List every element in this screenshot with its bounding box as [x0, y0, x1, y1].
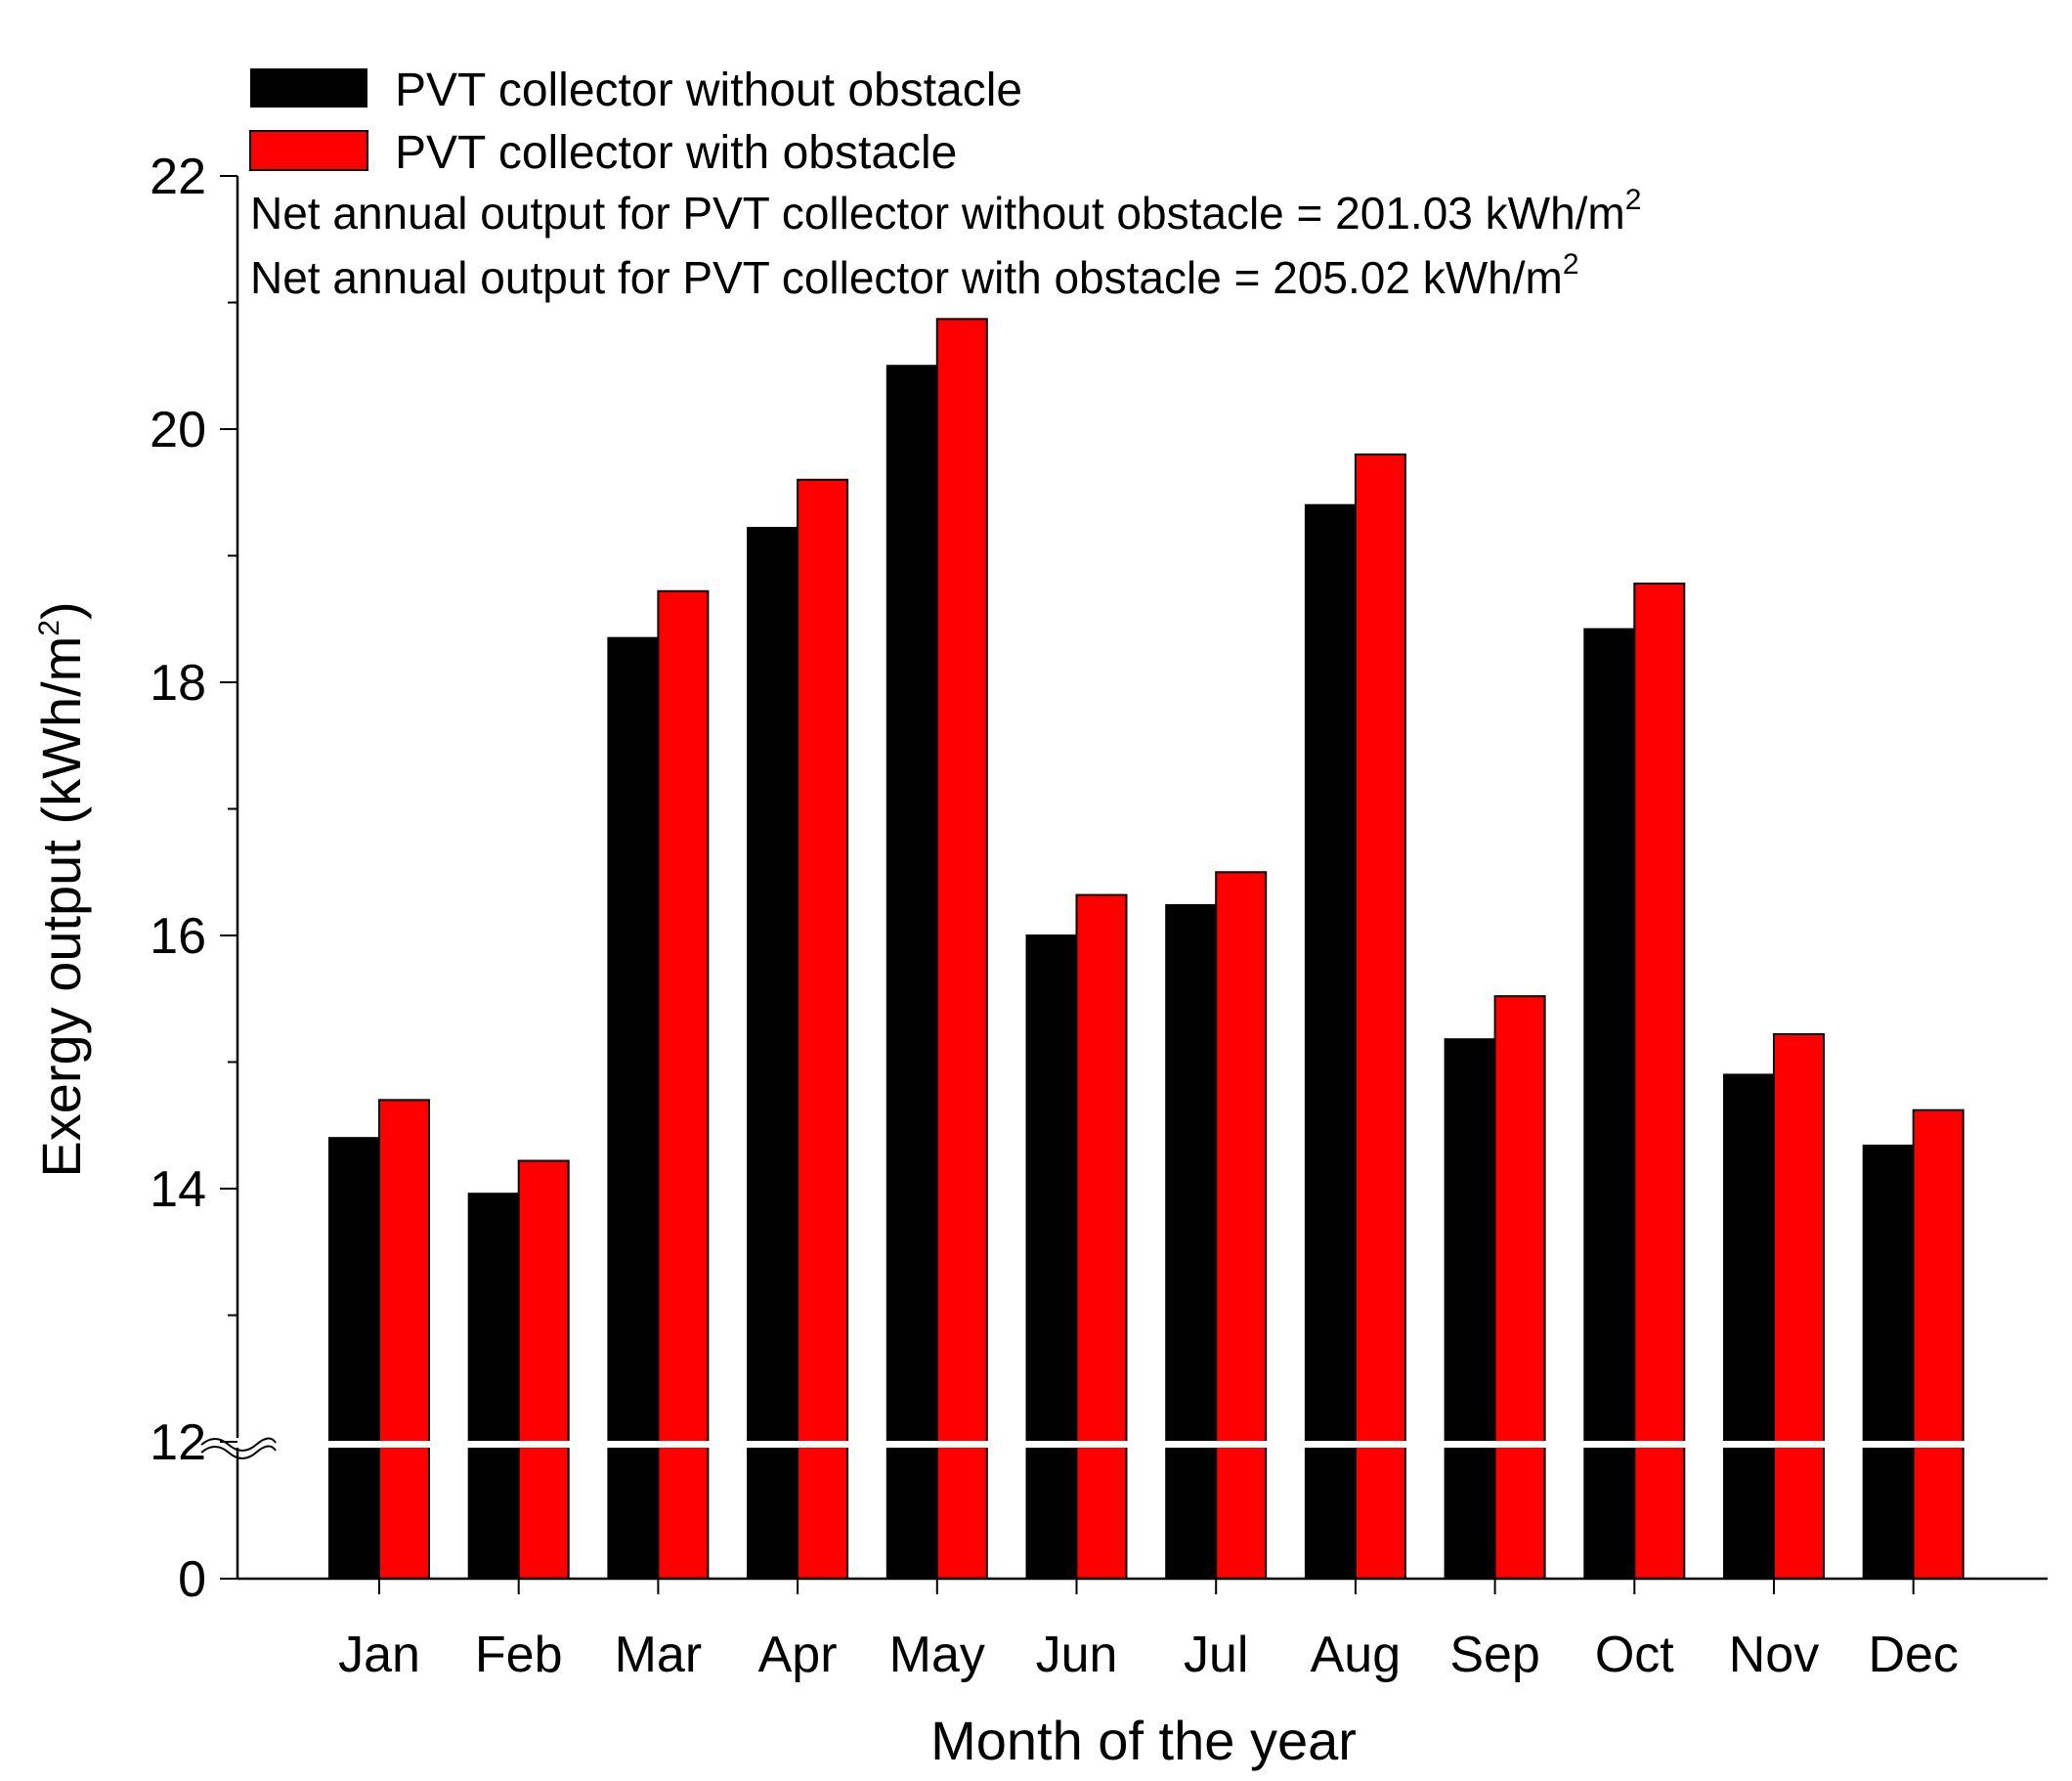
x-tick-label-sep: Sep: [1449, 1627, 1540, 1683]
x-tick-label-jul: Jul: [1184, 1627, 1248, 1683]
axis-break-icon: [200, 1437, 277, 1459]
axis-break-band-oct: [1581, 1441, 1688, 1448]
annotation-with-obstacle-sup: 2: [1563, 248, 1579, 281]
bar-without-obstacle-jul: [1165, 903, 1218, 1580]
bar-with-obstacle-jan: [378, 1099, 430, 1580]
y-tick-label-22: 22: [150, 149, 206, 205]
bar-without-obstacle-mar: [607, 636, 660, 1580]
y-tick-label-18: 18: [150, 655, 206, 712]
y-axis-title: Exergy output (kWh/m2): [30, 601, 92, 1177]
axis-break-band-jun: [1023, 1441, 1130, 1448]
y-tick-label-16: 16: [150, 908, 206, 965]
y-tick-label-12: 12: [150, 1414, 206, 1471]
x-tick-label-jan: Jan: [338, 1627, 420, 1683]
axis-break-band-aug: [1302, 1441, 1408, 1448]
x-tick-label-mar: Mar: [615, 1627, 703, 1683]
axis-break-band-mar: [605, 1441, 712, 1448]
y-axis-title-suffix: ): [30, 601, 92, 620]
bar-without-obstacle-apr: [747, 527, 799, 1580]
axis-break-band-sep: [1442, 1441, 1548, 1448]
x-tick-label-apr: Apr: [758, 1627, 838, 1683]
bar-with-obstacle-jun: [1075, 893, 1128, 1580]
bar-with-obstacle-nov: [1773, 1033, 1825, 1580]
axis-break-band-may: [884, 1441, 990, 1448]
x-axis-title: Month of the year: [930, 1710, 1357, 1771]
bar-with-obstacle-mar: [657, 589, 710, 1580]
annotation-without-obstacle-sup: 2: [1625, 184, 1642, 216]
x-tick-label-jun: Jun: [1036, 1627, 1118, 1683]
bar-without-obstacle-may: [885, 365, 938, 1580]
bar-without-obstacle-oct: [1583, 628, 1636, 1580]
bar-without-obstacle-jun: [1025, 934, 1078, 1580]
bar-with-obstacle-feb: [517, 1159, 570, 1580]
annotation-without-obstacle: Net annual output for PVT collector with…: [250, 184, 1641, 239]
y-axis-title-sup: 2: [33, 620, 65, 636]
bar-with-obstacle-jul: [1215, 871, 1268, 1580]
bar-without-obstacle-jan: [328, 1137, 380, 1580]
axis-break-band-jan: [326, 1441, 432, 1448]
labels-group: Jan Feb Mar Apr May Jun Jul Aug Sep Oct Nov Dec 0 12 1…: [150, 149, 1959, 1683]
bar-without-obstacle-sep: [1444, 1038, 1496, 1580]
y-tick-label-0: 0: [178, 1551, 206, 1608]
bar-without-obstacle-feb: [467, 1193, 520, 1581]
legend: PVT collector without obstacle PVT colle…: [249, 65, 1022, 179]
bar-without-obstacle-dec: [1862, 1144, 1915, 1580]
annotations: Net annual output for PVT collector with…: [250, 184, 1641, 303]
bar-with-obstacle-dec: [1912, 1108, 1964, 1580]
axes-group: [200, 175, 2048, 1594]
legend-label-with-obstacle: PVT collector with obstacle: [395, 127, 957, 179]
x-tick-label-aug: Aug: [1311, 1627, 1402, 1683]
legend-swatch-without-obstacle: [250, 68, 367, 108]
bar-without-obstacle-aug: [1304, 503, 1357, 1581]
bar-with-obstacle-oct: [1633, 582, 1686, 1580]
axis-break-band-nov: [1721, 1441, 1827, 1448]
x-tick-label-nov: Nov: [1729, 1627, 1819, 1683]
axis-break-band-dec: [1860, 1441, 1966, 1448]
axis-break-band-apr: [745, 1441, 851, 1448]
annotation-without-obstacle-text: Net annual output for PVT collector with…: [250, 188, 1625, 239]
x-tick-label-feb: Feb: [475, 1627, 563, 1683]
bars-group: [326, 318, 1966, 1581]
bar-with-obstacle-may: [935, 318, 988, 1581]
x-tick-label-oct: Oct: [1595, 1627, 1674, 1683]
y-tick-label-14: 14: [150, 1161, 206, 1218]
annotation-with-obstacle-text: Net annual output for PVT collector with…: [250, 252, 1563, 303]
bar-with-obstacle-sep: [1493, 995, 1546, 1580]
bar-without-obstacle-nov: [1723, 1073, 1775, 1580]
axis-break-band-feb: [465, 1441, 572, 1448]
bar-with-obstacle-apr: [797, 478, 849, 1580]
x-tick-label-dec: Dec: [1868, 1627, 1958, 1683]
axis-break-band-jul: [1163, 1441, 1270, 1448]
bar-with-obstacle-aug: [1354, 453, 1406, 1580]
y-tick-label-20: 20: [150, 402, 206, 458]
y-axis-title-prefix: Exergy output (kWh/m: [30, 636, 92, 1178]
legend-swatch-with-obstacle: [249, 130, 368, 171]
x-tick-label-may: May: [889, 1627, 985, 1683]
legend-label-without-obstacle: PVT collector without obstacle: [395, 65, 1022, 116]
annotation-with-obstacle: Net annual output for PVT collector with…: [250, 248, 1579, 303]
